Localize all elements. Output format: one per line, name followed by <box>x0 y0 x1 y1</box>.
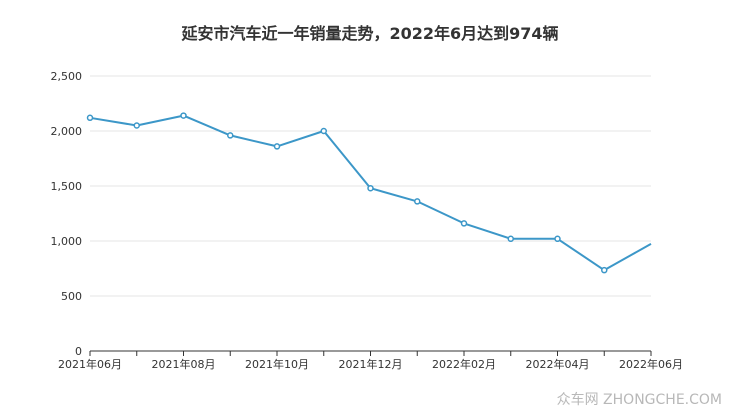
y-tick-label: 0 <box>75 345 82 358</box>
data-point <box>460 220 468 227</box>
data-point <box>133 122 140 129</box>
x-tick-label: 2021年08月 <box>152 357 216 371</box>
series-line <box>89 114 652 272</box>
data-point <box>601 266 608 274</box>
x-tick-label: 2021年06月 <box>58 357 122 371</box>
y-tick-label: 1,000 <box>51 235 83 248</box>
x-tick-label: 2021年10月 <box>245 357 309 371</box>
data-point <box>227 132 234 139</box>
data-point <box>273 143 281 150</box>
y-tick-label: 2,000 <box>51 125 83 138</box>
x-tick-label: 2022年06月 <box>619 357 683 371</box>
watermark: 众车网 ZHONGCHE.COM <box>556 392 722 408</box>
y-tick-label: 500 <box>61 290 82 303</box>
data-point <box>320 127 327 135</box>
x-tick-label: 2022年02月 <box>432 357 496 371</box>
data-point <box>180 112 187 119</box>
data-point <box>367 184 374 192</box>
y-tick-label: 1,500 <box>51 180 83 193</box>
data-point <box>507 235 514 243</box>
y-tick-label: 2,500 <box>51 70 83 83</box>
data-point <box>414 198 421 205</box>
x-tick-label: 2021年12月 <box>339 357 403 371</box>
chart-title: 延安市汽车近一年销量走势，2022年6月达到974辆 <box>181 24 559 43</box>
data-point <box>554 235 561 243</box>
x-tick-label: 2022年04月 <box>526 357 590 371</box>
data-point <box>86 114 94 122</box>
